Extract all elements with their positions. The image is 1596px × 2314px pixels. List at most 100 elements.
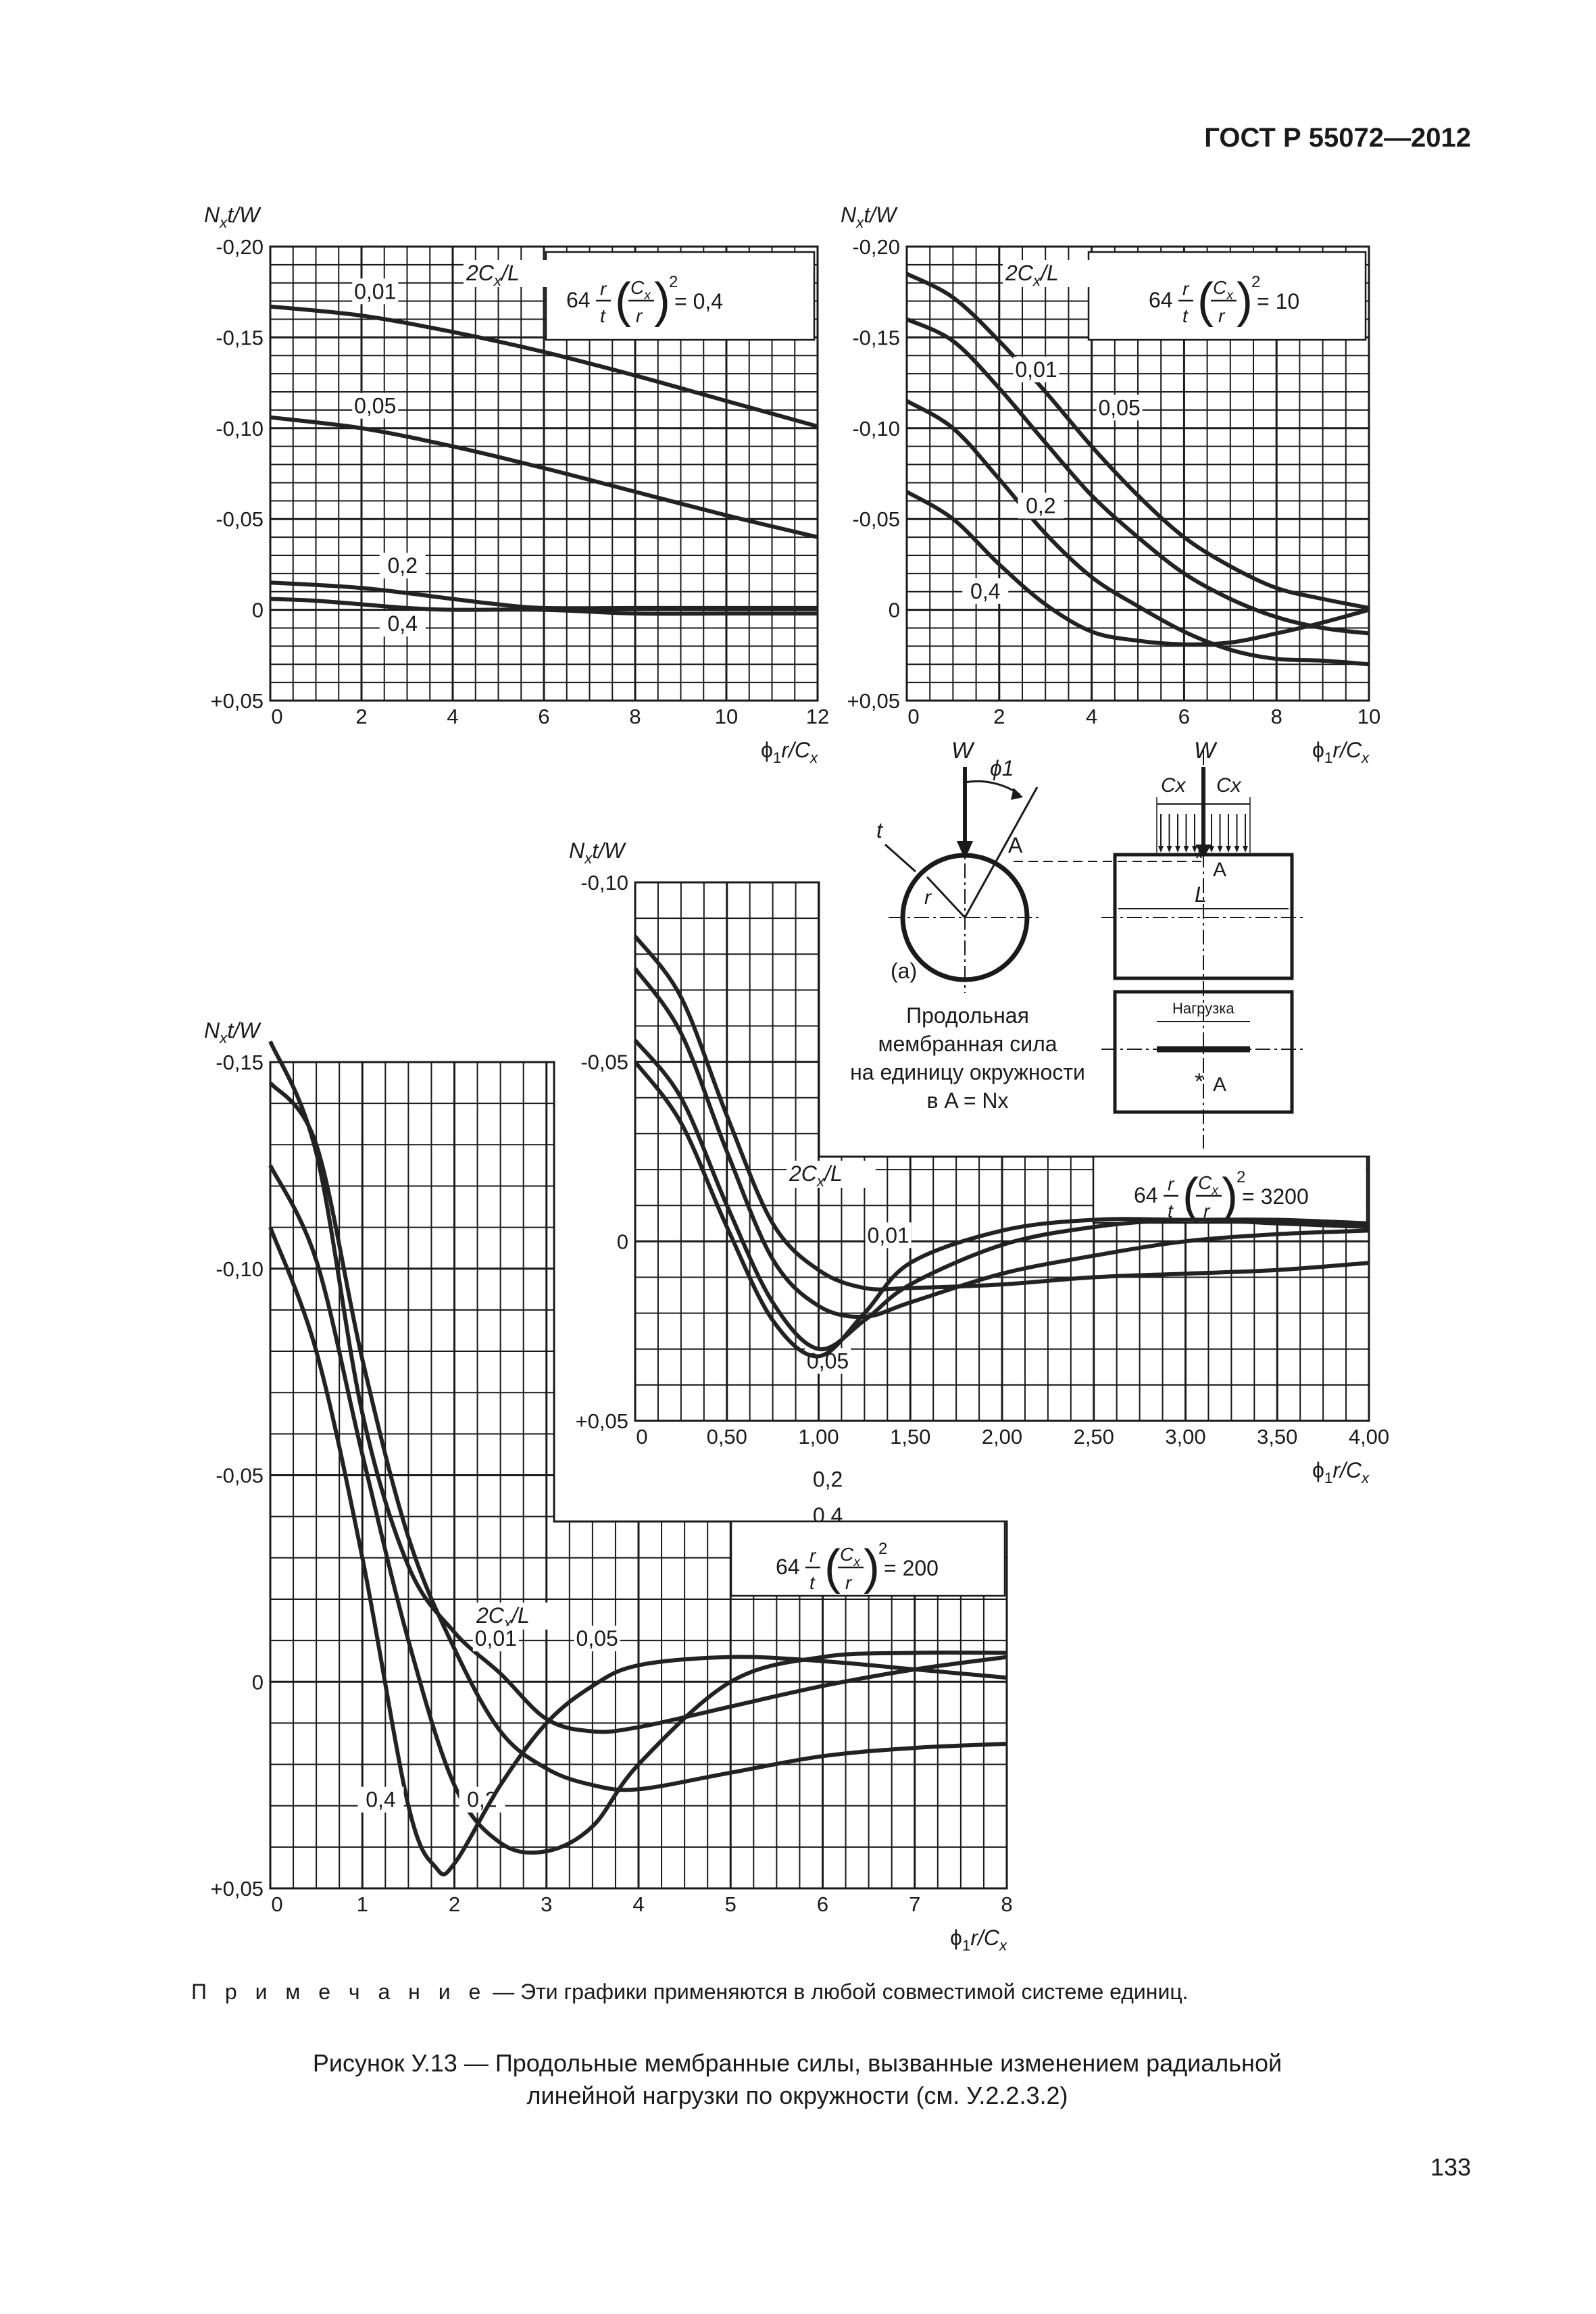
load-box-label: Нагрузка xyxy=(1172,1000,1235,1017)
chart-2-series-3-line xyxy=(905,399,1370,667)
chart-1-ytick: 0 xyxy=(252,599,264,622)
chart-2-ytick: -0,20 xyxy=(852,235,900,259)
radius-label: r xyxy=(924,886,932,909)
chart-4-xtick: 5 xyxy=(725,1892,737,1916)
param-t: t xyxy=(809,1572,816,1593)
chart-2-xtick: 0 xyxy=(907,705,919,728)
param-exponent: 2 xyxy=(1251,273,1260,291)
chart-4-series-4-label: 0,4 xyxy=(366,1788,395,1812)
angle-radial-line xyxy=(964,786,1039,918)
chart-1-xtick: 4 xyxy=(447,705,458,728)
chart-2-xtick: 4 xyxy=(1086,705,1097,728)
chart-1-ylabel: Nxt/W xyxy=(204,203,261,231)
chart-2-parameter: 64 rt(Cxr)2= 10 xyxy=(1149,273,1299,328)
angle-arrow xyxy=(1011,788,1023,800)
chart-3-xtick: 3,50 xyxy=(1257,1425,1297,1449)
chart-1-curve-param-label: 2Cx/L xyxy=(466,261,520,289)
caption-line-1: Рисунок У.13 — Продольные мембранные сил… xyxy=(312,2049,1282,2077)
load-w-label-2: W xyxy=(1194,738,1218,763)
chart-1-series-1-line xyxy=(270,304,818,428)
diagram-description-line2: мембранная сила xyxy=(878,1032,1057,1056)
panel-a-label: (a) xyxy=(891,959,917,983)
chart-4-xtick: 1 xyxy=(357,1892,368,1916)
chart-3-series-4-line xyxy=(633,1060,1370,1359)
chart-1-parameter-box xyxy=(545,251,816,341)
distributed-load-arrowhead xyxy=(1192,846,1197,853)
chart-4-ylabel: Nxt/W xyxy=(204,1018,261,1047)
param-coef: 64 xyxy=(1134,1183,1158,1207)
chart-2-series-4-label: 0,4 xyxy=(970,579,1000,603)
distributed-load-arrowhead xyxy=(1217,846,1223,853)
param-value: = 200 xyxy=(884,1556,939,1580)
distributed-load-arrowhead xyxy=(1158,846,1164,853)
shell-unrolled-view xyxy=(1113,990,1294,1114)
chart-2: 64 rt(Cxr)2= 10-0,20-0,15-0,10-0,050+0,05… xyxy=(841,203,1380,766)
chart-1-series-1-label: 0,01 xyxy=(354,279,396,303)
chart-3-ytick: +0,05 xyxy=(576,1409,628,1433)
chart-3: 64 rt(Cxr)2= 3200-0,10-0,050+0,050 0,50 1,0… xyxy=(569,838,1389,1528)
diagram-description-line1: Продольная xyxy=(906,1003,1029,1028)
chart-3-curve-param-label: 2Cx/L xyxy=(789,1161,843,1190)
chart-1-ytick: +0,05 xyxy=(211,689,264,713)
param-t: t xyxy=(1182,305,1189,326)
param-paren-right: ) xyxy=(1222,1169,1238,1223)
param-r2: r xyxy=(845,1572,853,1593)
chart-1-ytick: -0,15 xyxy=(216,326,264,349)
param-cx: Cx xyxy=(1198,1172,1219,1198)
chart-4-xtick: 0 xyxy=(271,1892,282,1916)
chart-1-series-3-line xyxy=(270,580,818,611)
chart-3-xtick: 4,00 xyxy=(1349,1425,1389,1449)
chart-1-ytick: -0,05 xyxy=(216,507,264,531)
param-t: t xyxy=(1168,1201,1174,1222)
chart-2-ytick: +0,05 xyxy=(847,689,900,713)
chart-4-xlabel: ϕ1r/Cx xyxy=(950,1926,1007,1954)
chart-3-xtick: 2,00 xyxy=(982,1425,1022,1449)
chart-4-ytick: 0 xyxy=(252,1670,264,1694)
param-r2: r xyxy=(636,305,643,326)
param-coef: 64 xyxy=(1149,288,1173,312)
chart-2-parameter-box xyxy=(1087,251,1367,341)
chart-4-series-4-line xyxy=(268,1226,1007,1877)
chart-3-parameter-box xyxy=(1092,1155,1368,1224)
chart-1-series-2-line xyxy=(270,415,818,540)
chart-1-xtick: 12 xyxy=(806,705,829,728)
chart-4-ytick: +0,05 xyxy=(211,1877,264,1901)
asterisk-a-unrolled: * xyxy=(1195,1069,1203,1095)
param-t: t xyxy=(600,305,606,326)
chart-2-series-2-label: 0,05 xyxy=(1098,395,1140,420)
chart-1-xtick: 0 xyxy=(271,705,282,728)
chart-4-series-1-line xyxy=(268,1040,1007,1734)
chart-4-ytick: -0,15 xyxy=(216,1051,264,1074)
chart-4-xtick: 8 xyxy=(1001,1892,1012,1916)
shell-diagram: W ϕ1 r t A (a) W Cx Cx A * L xyxy=(850,738,1304,1149)
chart-2-series-1-label: 0,01 xyxy=(1015,357,1057,382)
chart-3-series-2-line xyxy=(633,967,1370,1319)
chart-1-xtick: 2 xyxy=(355,705,367,728)
chart-4-parameter-box xyxy=(730,1520,1006,1597)
chart-4: 64 rt(Cxr)2= 200-0,15-0,10-0,050+0,050 1 2 3… xyxy=(204,1018,1013,1954)
param-coef: 64 xyxy=(566,288,591,312)
chart-1-series-3-label: 0,2 xyxy=(388,553,418,578)
distributed-load-arrowhead xyxy=(1209,846,1214,853)
chart-1-parameter: 64 rt(Cxr)2= 0,4 xyxy=(566,273,723,328)
document-header: ГОСТ Р 55072—2012 xyxy=(1204,123,1471,153)
param-paren-right: ) xyxy=(1237,274,1253,328)
load-w-label: W xyxy=(951,738,975,763)
chart-1-xtick: 6 xyxy=(538,705,549,728)
page-number: 133 xyxy=(1430,2153,1471,2181)
chart-2-xtick: 10 xyxy=(1357,705,1380,728)
chart-2-series-3-label: 0,2 xyxy=(1026,493,1055,518)
chart-2-xtick: 2 xyxy=(993,705,1005,728)
param-r2: r xyxy=(1203,1201,1211,1222)
chart-2-xlabel: ϕ1r/Cx xyxy=(1312,738,1370,766)
angle-phi-label: ϕ1 xyxy=(990,756,1014,780)
chart-3-ytick: 0 xyxy=(617,1230,628,1253)
chart-4-series-2-label: 0,05 xyxy=(576,1626,618,1651)
chart-2-grid xyxy=(907,247,1369,701)
angle-arc xyxy=(964,780,1020,796)
chart-3-ylabel: Nxt/W xyxy=(569,838,626,867)
chart-3-xtick: 3,00 xyxy=(1165,1425,1205,1449)
distributed-load-arrowhead xyxy=(1175,846,1180,853)
chart-3-ytick: -0,10 xyxy=(580,871,628,895)
param-cx: Cx xyxy=(630,277,651,303)
